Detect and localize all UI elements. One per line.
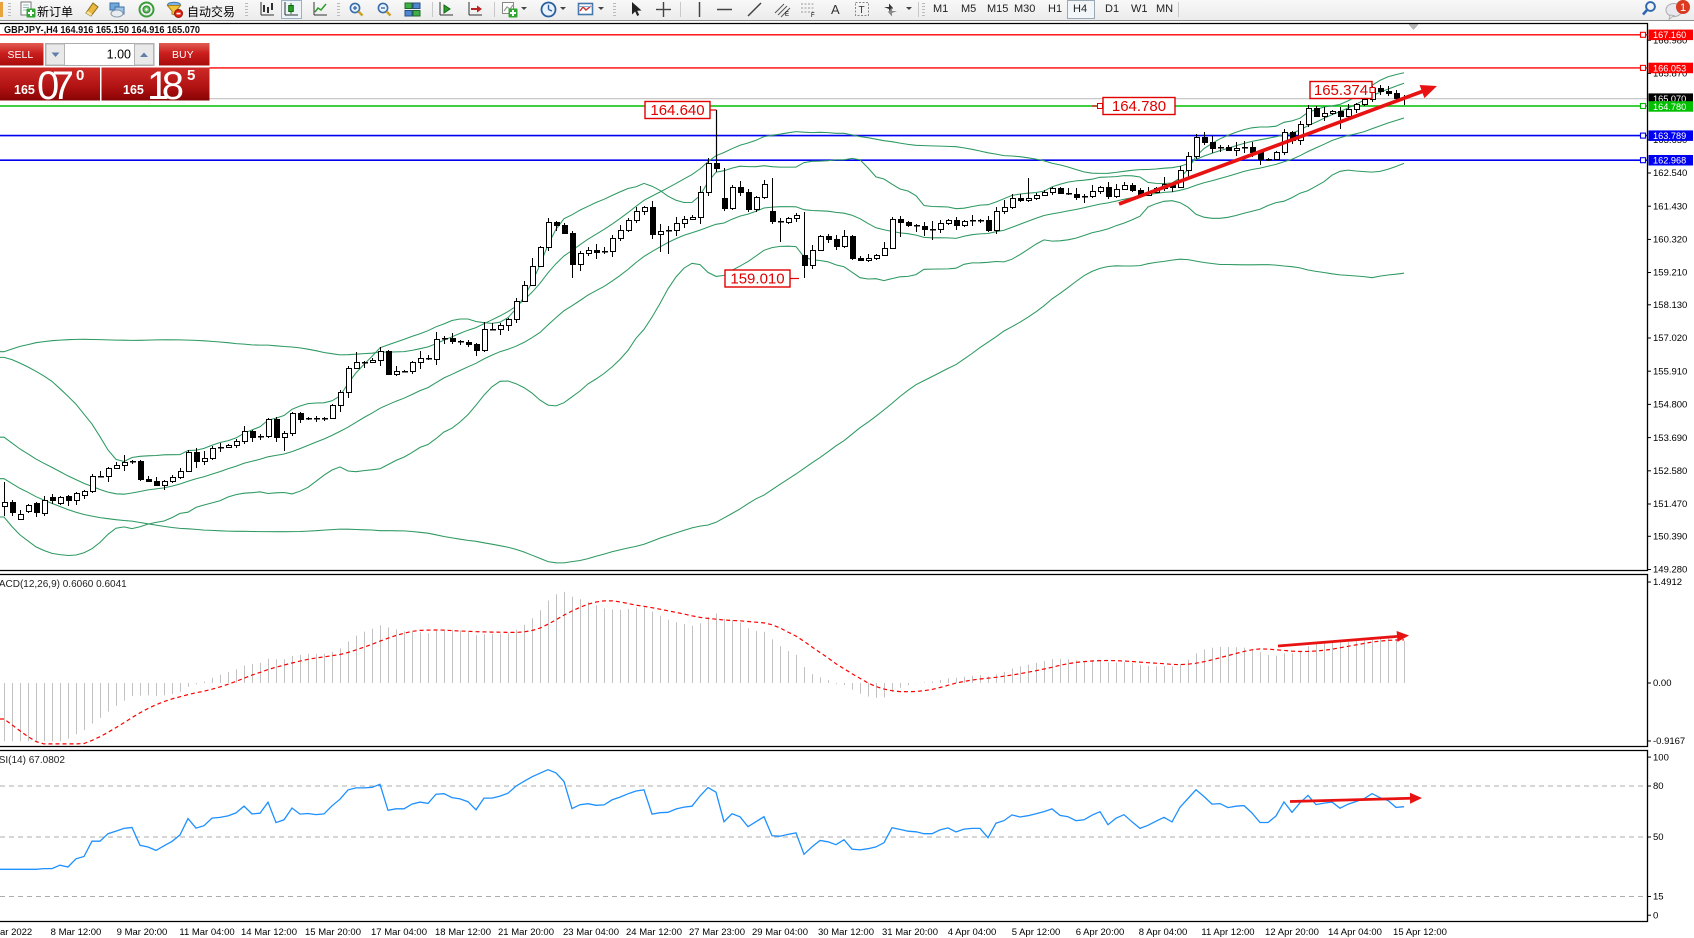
svg-text:162.968: 162.968 xyxy=(1653,156,1686,166)
svg-text:149.280: 149.280 xyxy=(1653,565,1687,576)
svg-text:BUY: BUY xyxy=(172,49,194,61)
svg-text:21 Mar 20:00: 21 Mar 20:00 xyxy=(498,927,554,938)
svg-text:165.374: 165.374 xyxy=(1314,82,1368,99)
svg-text:23 Mar 04:00: 23 Mar 04:00 xyxy=(563,927,619,938)
svg-text:152.580: 152.580 xyxy=(1653,466,1687,477)
svg-text:153.690: 153.690 xyxy=(1653,433,1687,444)
svg-text:27 Mar 23:00: 27 Mar 23:00 xyxy=(689,927,745,938)
svg-text:8 Mar 12:00: 8 Mar 12:00 xyxy=(51,927,102,938)
svg-text:15 Mar 20:00: 15 Mar 20:00 xyxy=(305,927,361,938)
svg-text:30 Mar 12:00: 30 Mar 12:00 xyxy=(818,927,874,938)
svg-text:160.320: 160.320 xyxy=(1653,235,1687,246)
svg-text:165.870: 165.870 xyxy=(1653,69,1687,80)
svg-text:164.780: 164.780 xyxy=(1112,98,1166,115)
svg-text:07: 07 xyxy=(37,64,74,108)
svg-text:4 Apr 04:00: 4 Apr 04:00 xyxy=(948,927,997,938)
svg-text:165: 165 xyxy=(123,83,144,97)
svg-text:164.640: 164.640 xyxy=(650,102,704,119)
svg-text:165.070: 165.070 xyxy=(1653,94,1686,104)
svg-text:29 Mar 04:00: 29 Mar 04:00 xyxy=(752,927,808,938)
svg-text:166.980: 166.980 xyxy=(1653,35,1687,46)
svg-text:1.4912: 1.4912 xyxy=(1653,577,1682,588)
svg-text:161.430: 161.430 xyxy=(1653,201,1687,212)
svg-text:14 Mar 12:00: 14 Mar 12:00 xyxy=(241,927,297,938)
svg-text:12 Apr 20:00: 12 Apr 20:00 xyxy=(1265,927,1319,938)
svg-text:165: 165 xyxy=(14,83,35,97)
svg-text:RSI(14) 67.0802: RSI(14) 67.0802 xyxy=(0,755,65,766)
svg-text:8 Apr 04:00: 8 Apr 04:00 xyxy=(1139,927,1188,938)
svg-text:151.470: 151.470 xyxy=(1653,499,1687,510)
svg-text:5 Apr 12:00: 5 Apr 12:00 xyxy=(1012,927,1061,938)
svg-text:166.053: 166.053 xyxy=(1653,63,1686,73)
svg-text:9 Mar 20:00: 9 Mar 20:00 xyxy=(117,927,168,938)
svg-text:162.540: 162.540 xyxy=(1653,168,1687,179)
svg-text:11 Apr 12:00: 11 Apr 12:00 xyxy=(1201,927,1254,938)
svg-text:80: 80 xyxy=(1653,781,1664,792)
svg-text:0: 0 xyxy=(1653,910,1658,921)
svg-text:SELL: SELL xyxy=(8,49,34,61)
svg-text:GBPJPY-,H4 164.916 165.150 16: GBPJPY-,H4 164.916 165.150 164.916 165.0… xyxy=(4,24,200,36)
svg-text:5: 5 xyxy=(187,67,195,84)
svg-text:6 Apr 20:00: 6 Apr 20:00 xyxy=(1076,927,1125,938)
svg-text:-0.9167: -0.9167 xyxy=(1653,736,1685,747)
svg-text:15 Apr 12:00: 15 Apr 12:00 xyxy=(1393,927,1447,938)
svg-text:E: E xyxy=(785,12,789,18)
svg-text:T: T xyxy=(859,5,865,16)
svg-text:164.780: 164.780 xyxy=(1653,102,1686,112)
svg-text:150.390: 150.390 xyxy=(1653,532,1687,543)
svg-text:0: 0 xyxy=(76,67,84,84)
svg-text:18 Mar 12:00: 18 Mar 12:00 xyxy=(435,927,491,938)
svg-text:31 Mar 20:00: 31 Mar 20:00 xyxy=(882,927,938,938)
svg-text:158.130: 158.130 xyxy=(1653,300,1687,311)
svg-text:155.910: 155.910 xyxy=(1653,366,1687,377)
svg-text:24 Mar 12:00: 24 Mar 12:00 xyxy=(626,927,682,938)
svg-text:157.020: 157.020 xyxy=(1653,333,1687,344)
svg-text:18: 18 xyxy=(147,64,184,108)
svg-text:MACD(12,26,9) 0.6060 0.6041: MACD(12,26,9) 0.6060 0.6041 xyxy=(0,579,127,590)
svg-text:F: F xyxy=(811,13,815,18)
svg-text:15: 15 xyxy=(1653,892,1664,903)
svg-text:167.160: 167.160 xyxy=(1653,30,1686,40)
svg-text:0.00: 0.00 xyxy=(1653,678,1672,689)
svg-text:159.010: 159.010 xyxy=(730,271,784,288)
svg-text:100: 100 xyxy=(1653,752,1669,763)
svg-text:163.789: 163.789 xyxy=(1653,131,1686,141)
svg-text:17 Mar 04:00: 17 Mar 04:00 xyxy=(371,927,427,938)
svg-text:14 Apr 04:00: 14 Apr 04:00 xyxy=(1328,927,1382,938)
svg-text:11 Mar 04:00: 11 Mar 04:00 xyxy=(179,927,234,938)
svg-text:159.210: 159.210 xyxy=(1653,268,1687,279)
svg-text:50: 50 xyxy=(1653,832,1664,843)
svg-text:154.800: 154.800 xyxy=(1653,400,1687,411)
svg-text:ar 2022: ar 2022 xyxy=(0,927,32,938)
svg-text:1.00: 1.00 xyxy=(107,48,131,62)
svg-text:1: 1 xyxy=(1680,2,1686,14)
